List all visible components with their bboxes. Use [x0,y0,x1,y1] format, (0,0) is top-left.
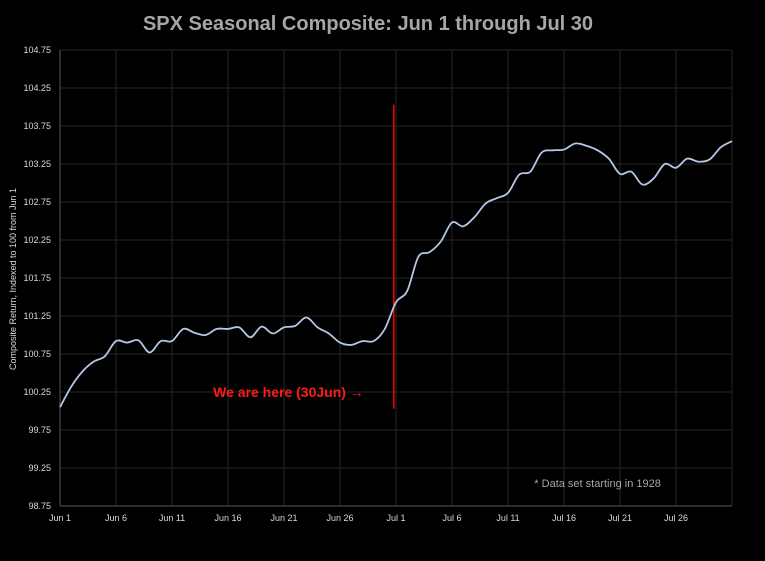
y-tick-label: 98.75 [28,501,51,511]
y-tick-label: 99.25 [28,463,51,473]
x-tick-label: Jul 1 [386,513,405,523]
chart-title: SPX Seasonal Composite: Jun 1 through Ju… [143,13,593,35]
y-tick-label: 100.25 [23,387,51,397]
x-tick-label: Jul 11 [496,513,519,523]
x-axis-ticks: Jun 1 Jun 6 Jun 11 Jun 16 Jun 21 Jun 26 Jul 1 J… [49,513,688,523]
x-tick-label: Jun 21 [270,513,297,523]
y-tick-label: 102.25 [23,235,51,245]
series-line [59,140,733,408]
y-tick-label: 101.75 [23,273,51,283]
y-tick-label: 103.25 [23,159,51,169]
we-are-here-annotation: We are here (30Jun) → [213,384,364,400]
grid [59,49,733,507]
x-tick-label: Jul 26 [664,513,688,523]
y-tick-label: 104.75 [23,45,51,55]
x-tick-label: Jun 6 [105,513,127,523]
x-tick-label: Jun 1 [49,513,71,523]
data-note-annotation: * Data set starting in 1928 [534,478,661,490]
y-tick-label: 101.25 [23,311,51,321]
x-tick-label: Jun 16 [214,513,241,523]
y-tick-label: 104.25 [23,83,51,93]
y-axis-ticks: 98.75 99.25 99.75 100.25 100.75 101.25 101.75 1… [23,45,51,511]
x-tick-label: Jul 21 [608,513,632,523]
x-tick-label: Jul 6 [442,513,461,523]
x-tick-label: Jul 16 [552,513,576,523]
x-tick-label: Jun 26 [326,513,353,523]
y-tick-label: 103.75 [23,121,51,131]
x-tick-label: Jun 11 [159,513,185,523]
y-axis-label: Composite Return, Indexed to 100 from Ju… [8,188,18,370]
y-tick-label: 102.75 [23,197,51,207]
y-tick-label: 99.75 [28,425,51,435]
y-tick-label: 100.75 [23,349,51,359]
